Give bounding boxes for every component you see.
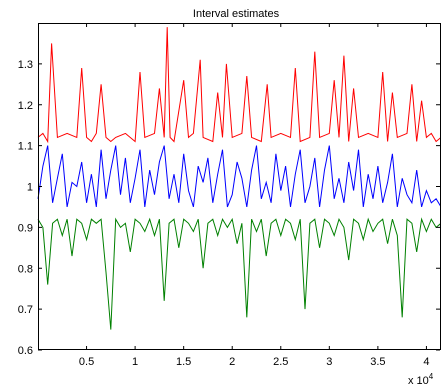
x-tick-label: 0.5 xyxy=(79,356,94,368)
x-tick-label: 3 xyxy=(326,356,332,368)
y-tick-label: 1.2 xyxy=(18,100,33,112)
y-tick-label: 0.9 xyxy=(18,222,33,234)
y-tick-label: 1.3 xyxy=(18,59,33,71)
chart-title: Interval estimates xyxy=(193,8,280,20)
x-exponent-power: 4 xyxy=(429,372,434,381)
series-line-1 xyxy=(37,27,441,144)
y-tick-label: 1.1 xyxy=(18,141,33,153)
x-tick-label: 1 xyxy=(132,356,138,368)
y-tick-label: 0.6 xyxy=(18,345,33,357)
series-line-2 xyxy=(37,145,441,208)
x-exponent-label: x 104 xyxy=(408,372,434,387)
series-layer xyxy=(37,27,441,330)
series-line-3 xyxy=(37,217,441,330)
x-tick-label: 3.5 xyxy=(370,356,385,368)
x-tick-label: 1.5 xyxy=(176,356,191,368)
x-tick-label: 2.5 xyxy=(273,356,288,368)
x-exponent-base: x 10 xyxy=(408,375,429,387)
x-tick-label: 2 xyxy=(229,356,235,368)
y-tick-label: 0.7 xyxy=(18,304,33,316)
x-tick-label: 4 xyxy=(423,356,429,368)
y-tick-label: 1 xyxy=(27,182,33,194)
tick-layer: 0.5 1 1.5 2 2.5 3 3.5 4 0.6 0.7 0.8 0.9 1 1.1 1.2 1.3 xyxy=(18,23,440,368)
y-tick-label: 0.8 xyxy=(18,263,33,275)
